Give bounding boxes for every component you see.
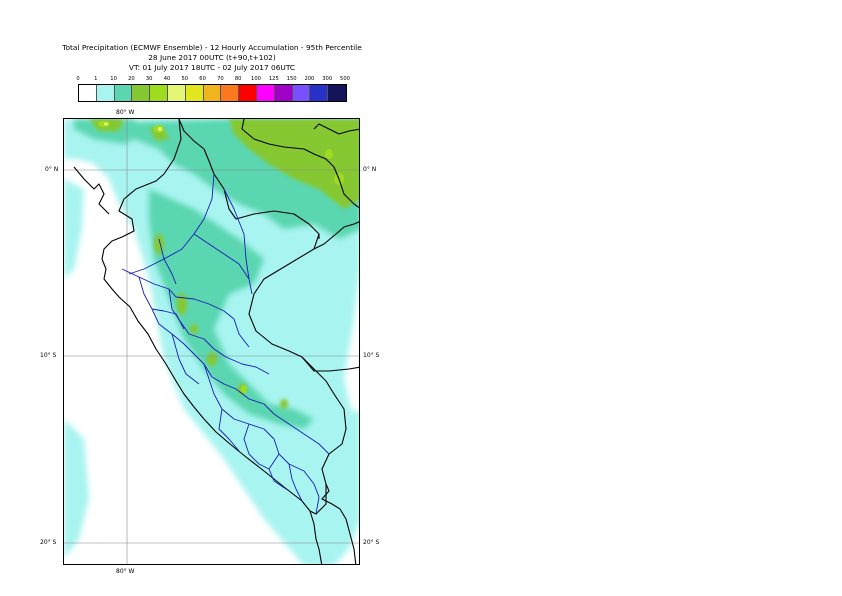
title-line-2: 28 June 2017 00UTC (t+90,t+102) [148, 53, 276, 62]
title-line-3: VT: 01 July 2017 18UTC - 02 July 2017 06… [128, 63, 296, 72]
legend-threshold-label: 20 [128, 76, 135, 82]
title-line-1: Total Precipitation (ECMWF Ensemble) - 1… [62, 43, 362, 52]
legend-swatch [79, 85, 97, 101]
lat-label-20-left: 20° S [40, 539, 57, 546]
legend-swatch [203, 85, 222, 101]
legend-threshold-label: 60 [199, 76, 206, 82]
precip-field-40-50mm [104, 122, 162, 131]
lat-label-0-left: 0° N [45, 166, 59, 173]
legend-threshold-label: 500 [340, 76, 350, 82]
lon-label-bottom: 80° W [116, 568, 135, 575]
lat-label-10-left: 10° S [40, 352, 57, 359]
precip-field-30-40mm [98, 121, 344, 393]
legend-threshold-label: 80 [234, 76, 242, 82]
precipitation-map [63, 118, 360, 565]
country-borders [73, 119, 359, 564]
legend-swatch [96, 85, 115, 101]
lat-label-0-right: 0° N [363, 166, 377, 173]
legend-threshold-label: 10 [110, 76, 117, 82]
lat-label-10-right: 10° S [363, 352, 380, 359]
legend-threshold-label: 40 [163, 76, 171, 82]
legend-threshold-label: 50 [181, 76, 189, 82]
legend-threshold-label: 300 [322, 76, 333, 82]
precipitation-legend [78, 84, 347, 102]
legend-swatch [167, 85, 186, 101]
legend-threshold-label: 100 [251, 76, 261, 82]
legend-threshold-label: 0 [76, 76, 80, 82]
legend-threshold-label: 150 [286, 76, 297, 82]
legend-threshold-label: 1 [94, 76, 98, 82]
legend-swatch [150, 85, 168, 101]
legend-swatch [239, 85, 257, 101]
legend-swatch [274, 85, 293, 101]
map-canvas [64, 119, 359, 564]
lat-label-20-right: 20° S [363, 539, 380, 546]
legend-threshold-label: 70 [217, 76, 224, 82]
legend-swatch [256, 85, 275, 101]
regional-boundaries [121, 173, 330, 515]
legend-swatch [185, 85, 204, 101]
lon-label-top: 80° W [116, 109, 135, 116]
legend-threshold-label: 200 [304, 76, 315, 82]
legend-swatch [310, 85, 329, 101]
legend-swatch [114, 85, 133, 101]
legend-swatch [292, 85, 311, 101]
legend-threshold-label: 30 [145, 76, 153, 82]
legend-threshold-labels: 0 1 10 20 30 40 50 60 70 80 100 125 150 200 300 500 [0, 74, 842, 84]
legend-swatch [132, 85, 151, 101]
legend-swatch [221, 85, 240, 101]
legend-swatch [328, 85, 346, 101]
legend-threshold-label: 125 [268, 76, 279, 82]
